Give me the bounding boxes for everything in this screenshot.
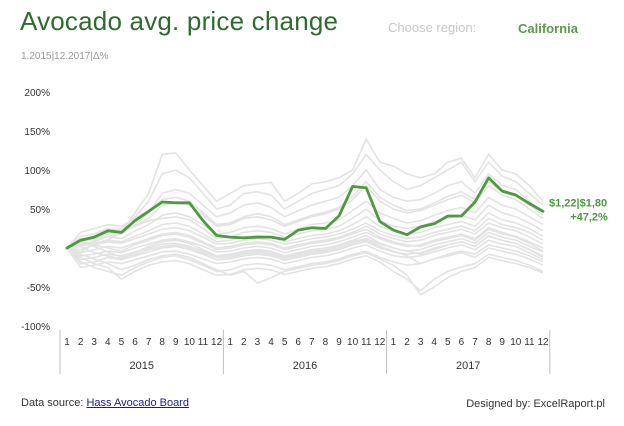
x-month-label: 5 [282,337,288,348]
x-month-label: 12 [374,337,386,348]
chart-subtitle: 1.2015|12.2017|Δ% [21,51,109,62]
y-tick-label: 200% [24,88,50,99]
x-year-label: 2017 [456,360,480,372]
series-line-region-h [66,217,544,251]
series-line-region-p [66,247,544,296]
x-month-label: 5 [445,337,451,348]
series-line-region-j [66,226,544,257]
series-line-region-d [66,184,544,249]
x-month-label: 10 [347,337,359,348]
x-month-label: 2 [404,337,410,348]
x-month-label: 9 [336,337,342,348]
x-month-label: 4 [105,337,111,348]
designer-credit: Designed by: ExcelRaport.pl [466,398,605,410]
x-month-label: 1 [227,337,233,348]
x-month-label: 11 [524,337,535,348]
x-month-label: 3 [91,337,97,348]
region-selector-label: Choose region: [388,20,477,35]
x-month-label: 8 [159,337,165,348]
x-month-label: 2 [241,337,247,348]
x-month-label: 4 [431,337,437,348]
x-month-label: 7 [472,337,478,348]
x-month-label: 10 [510,337,522,348]
data-source-link[interactable]: Hass Avocado Board [86,397,189,409]
x-month-label: 11 [361,337,372,348]
series-line-region-g [66,212,544,249]
x-month-label: 6 [132,337,138,348]
end-annotation-change: +47,2% [570,211,608,223]
series-line-region-b [66,153,544,249]
series-line-region-q [66,239,544,265]
x-month-label: 1 [64,337,70,348]
x-month-label: 9 [499,337,505,348]
y-tick-label: 100% [24,166,50,177]
series-line-region-a [66,138,544,253]
series-line-region-k [66,231,544,261]
y-tick-label: -50% [27,283,50,294]
region-selector-value[interactable]: California [518,21,578,36]
x-month-label: 8 [486,337,492,348]
series-line-region-i [66,222,544,254]
x-month-label: 5 [119,337,125,348]
x-month-label: 10 [184,337,196,348]
series-line-region-n [66,247,544,277]
x-year-label: 2016 [293,360,317,372]
highlight-series-line [65,176,545,250]
x-month-label: 6 [295,337,301,348]
x-month-label: 4 [268,337,274,348]
y-tick-label: -100% [21,322,50,333]
end-annotation-price: $1,22|$1,80 [549,197,607,209]
y-tick-label: 0% [36,244,51,255]
series-line-region-c [66,169,544,249]
x-month-label: 3 [255,337,261,348]
series-line-region-e [66,196,544,249]
x-month-label: 6 [459,337,465,348]
series-line-region-s [66,234,544,260]
x-month-label: 2 [78,337,84,348]
data-source: Data source: Hass Avocado Board [21,397,189,409]
y-tick-label: 50% [30,205,50,216]
x-month-label: 8 [323,337,329,348]
x-month-label: 1 [391,337,397,348]
series-line-region-m [66,239,544,269]
x-year-label: 2015 [130,360,154,372]
x-month-label: 12 [211,337,223,348]
x-month-label: 3 [418,337,424,348]
x-month-label: 7 [309,337,315,348]
x-month-label: 9 [173,337,179,348]
series-line-region-f [66,204,544,249]
chart-title: Avocado avg. price change [20,6,339,36]
x-month-label: 11 [198,337,209,348]
y-tick-label: 150% [24,127,50,138]
series-line-region-t [66,228,544,252]
x-month-label: 7 [146,337,152,348]
series-line-region-o [66,247,544,292]
x-month-label: 12 [537,337,549,348]
data-source-label: Data source: [21,397,84,409]
